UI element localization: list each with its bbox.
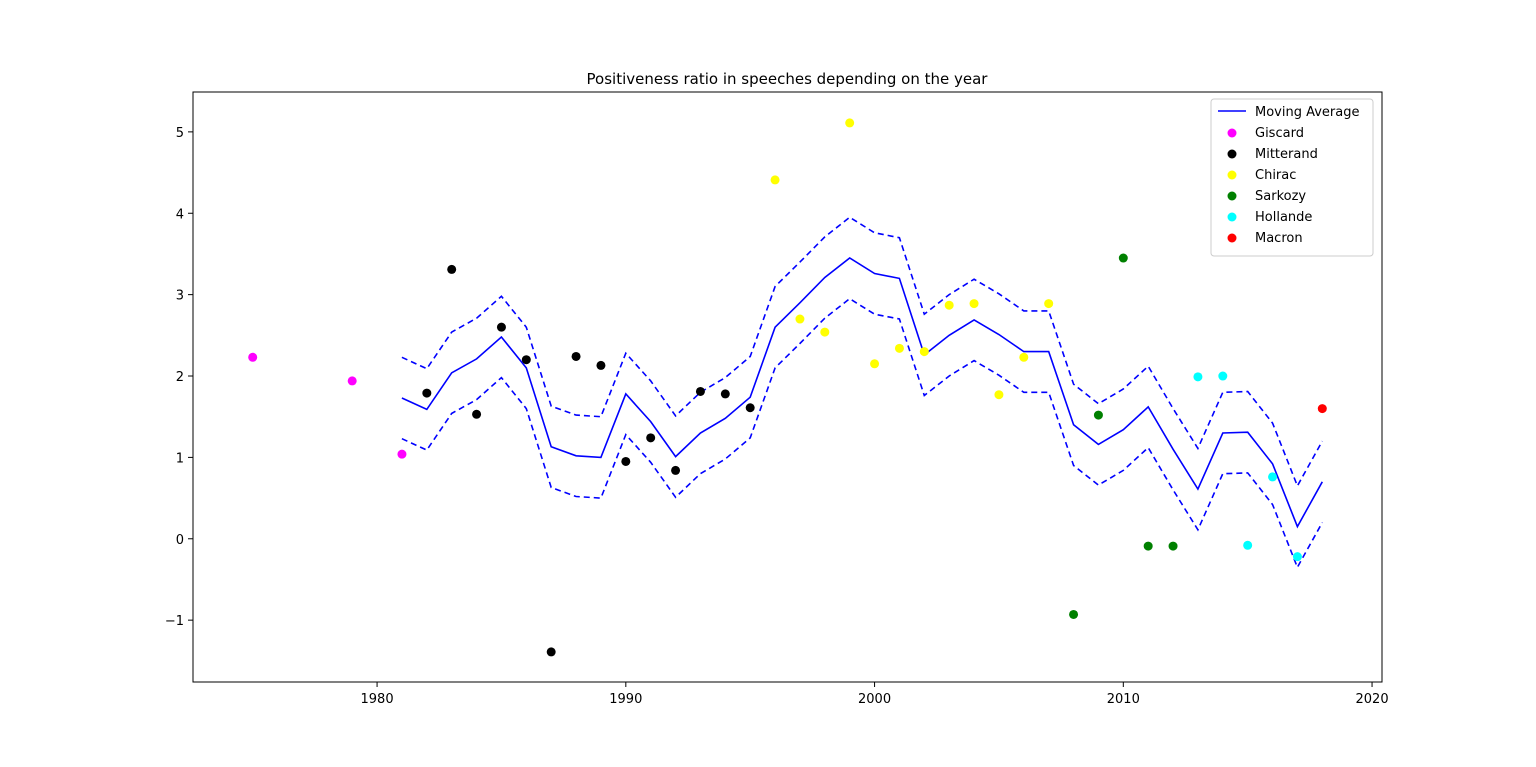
legend-label-mitterand: Mitterand (1255, 147, 1318, 162)
legend: Moving Average Giscard Mitterand Chirac Sark… (1210, 98, 1374, 257)
point-mitterand (571, 351, 581, 361)
upper-band-line (401, 216, 1323, 488)
point-hollande (1268, 472, 1278, 482)
legend-box (1210, 98, 1374, 257)
moving-average-lines (401, 216, 1323, 570)
point-mitterand (422, 388, 432, 398)
legend-marker-macron (1227, 233, 1237, 243)
point-sarkozy (1118, 253, 1128, 263)
point-giscard (347, 376, 357, 386)
point-hollande (1243, 540, 1253, 550)
point-sarkozy (1168, 541, 1178, 551)
point-mitterand (646, 433, 656, 443)
point-chirac (894, 343, 904, 353)
legend-marker-mitterand (1227, 149, 1237, 159)
moving-average-line (401, 257, 1323, 529)
point-mitterand (521, 355, 531, 365)
point-chirac (969, 299, 979, 309)
x-tick-label: 2000 (858, 692, 891, 707)
y-tick-label: 1 (176, 451, 184, 466)
y-tick-label: 5 (176, 126, 184, 141)
point-giscard (397, 449, 407, 459)
point-sarkozy (1093, 410, 1103, 420)
y-tick-label: 0 (176, 533, 184, 548)
legend-marker-chirac (1227, 170, 1237, 180)
point-chirac (919, 347, 929, 357)
point-mitterand (447, 264, 457, 274)
point-mitterand (472, 409, 482, 419)
point-chirac (770, 175, 780, 185)
legend-label-moving-average: Moving Average (1255, 105, 1359, 120)
x-tick-label: 1980 (361, 692, 394, 707)
point-chirac (795, 314, 805, 324)
point-mitterand (745, 403, 755, 413)
legend-label-sarkozy: Sarkozy (1255, 189, 1306, 204)
y-tick-label: 4 (176, 207, 184, 222)
legend-marker-hollande (1227, 212, 1237, 222)
point-hollande (1218, 371, 1228, 381)
point-sarkozy (1143, 541, 1153, 551)
point-chirac (1044, 299, 1054, 309)
point-giscard (248, 352, 258, 362)
point-chirac (944, 300, 954, 310)
point-mitterand (496, 322, 506, 332)
x-tick-label: 2010 (1107, 692, 1140, 707)
point-chirac (820, 327, 830, 337)
point-chirac (994, 390, 1004, 400)
legend-marker-giscard (1227, 128, 1237, 138)
point-mitterand (621, 456, 631, 466)
point-hollande (1193, 372, 1203, 382)
legend-label-giscard: Giscard (1255, 126, 1304, 141)
legend-label-macron: Macron (1255, 231, 1303, 246)
x-tick-label: 2020 (1356, 692, 1389, 707)
point-macron (1317, 404, 1327, 414)
scatter-points (248, 118, 1327, 657)
point-mitterand (546, 647, 556, 657)
plot-area (192, 91, 1383, 683)
point-hollande (1292, 552, 1302, 562)
point-chirac (845, 118, 855, 128)
y-tick-label: −1 (165, 614, 184, 629)
x-axis: 1980 1990 2000 2010 2020 (361, 682, 1389, 707)
legend-label-chirac: Chirac (1255, 168, 1296, 183)
point-sarkozy (1069, 609, 1079, 619)
point-mitterand (596, 360, 606, 370)
point-mitterand (720, 389, 730, 399)
x-tick-label: 1990 (609, 692, 642, 707)
legend-label-hollande: Hollande (1255, 210, 1312, 225)
y-tick-label: 3 (176, 289, 184, 304)
y-tick-label: 2 (176, 370, 184, 385)
legend-marker-sarkozy (1227, 191, 1237, 201)
point-chirac (870, 359, 880, 369)
point-mitterand (671, 465, 681, 475)
chart-title: Positiveness ratio in speeches depending… (587, 70, 989, 88)
lower-band-line (401, 297, 1323, 570)
y-axis: −1 0 1 2 3 4 5 (165, 126, 193, 629)
point-mitterand (695, 386, 705, 396)
point-chirac (1019, 352, 1029, 362)
